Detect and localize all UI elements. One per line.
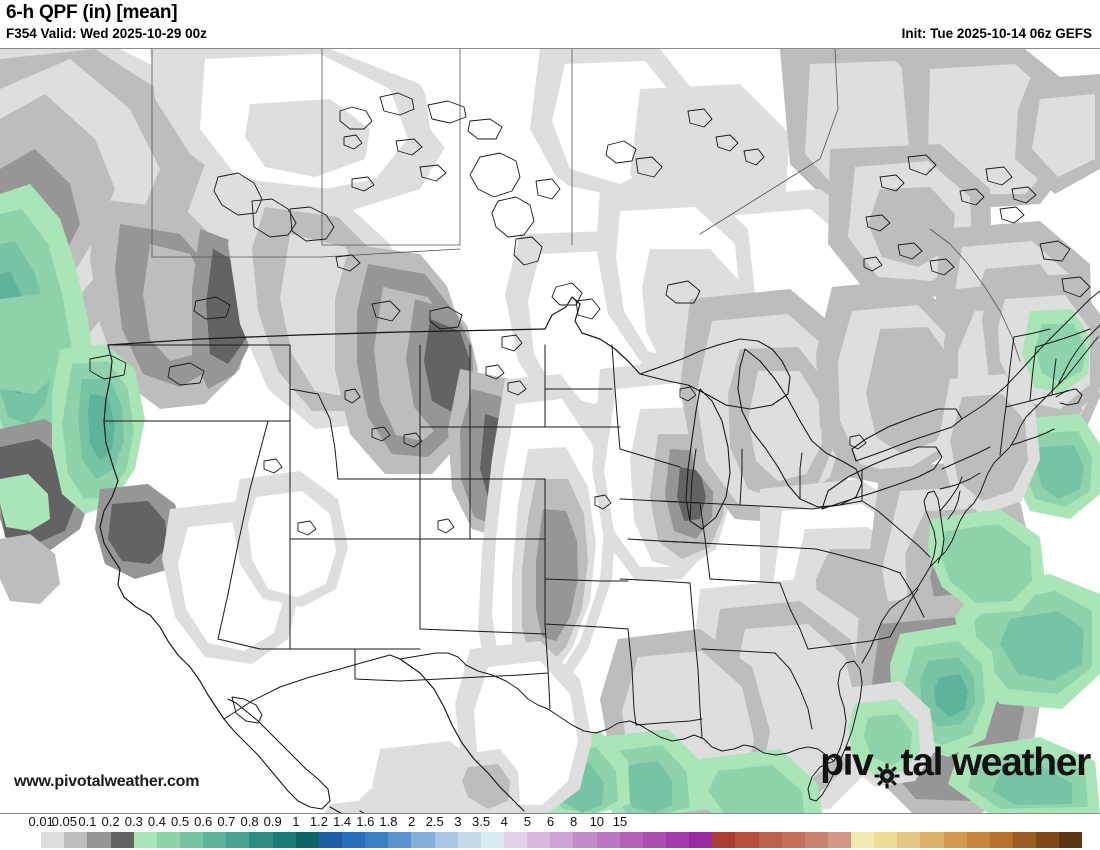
colorbar-swatch <box>989 832 1014 848</box>
colorbar-tick-label: 0.9 <box>263 814 282 829</box>
valid-time-label: F354 Valid: Wed 2025-10-29 00z <box>6 26 207 41</box>
colorbar-swatch <box>272 832 296 848</box>
qpf-atlantic-cells <box>835 509 1100 813</box>
colorbar-swatch <box>295 832 319 848</box>
colorbar-swatch <box>966 832 990 848</box>
gear-icon <box>874 755 900 789</box>
colorbar-swatch <box>133 832 157 848</box>
colorbar-swatch <box>110 832 134 848</box>
colorbar-tick-label: 4 <box>500 814 508 829</box>
brand-text-part1: piv <box>820 741 874 784</box>
colorbar-swatch <box>874 832 898 848</box>
colorbar-tick-label: 1.8 <box>379 814 398 829</box>
colorbar-tick-label: 1.6 <box>356 814 375 829</box>
site-url-watermark: www.pivotalweather.com <box>14 773 200 790</box>
colorbar-swatch <box>1059 832 1083 848</box>
colorbar-tick-label: 3.5 <box>471 814 491 829</box>
colorbar-tick-label: 2.5 <box>425 814 444 829</box>
colorbar-swatch <box>689 832 713 848</box>
brand-watermark: piv <box>820 741 1092 789</box>
colorbar-swatch <box>18 832 42 848</box>
qpf-band-southwest <box>162 471 348 664</box>
colorbar-tick-labels: 0.01 0.05 0.1 0.2 0.3 0.4 0.5 0.6 0.7 0.8 0.9 1 1.2 1… <box>0 814 1100 831</box>
colorbar-tick-label: 3 <box>454 814 462 829</box>
colorbar-swatch <box>156 832 180 848</box>
colorbar-swatch <box>665 832 690 848</box>
colorbar-tick-label: 0.05 <box>51 814 77 829</box>
brand-text-part2: tal weather <box>900 741 1092 784</box>
init-time-label: Init: Tue 2025-10-14 06z GEFS <box>901 26 1092 41</box>
colorbar-swatch <box>203 832 227 848</box>
colorbar-tick-label: 1.4 <box>333 814 352 829</box>
colorbar-swatch <box>897 832 921 848</box>
colorbar-swatch <box>503 832 528 848</box>
colorbar-tick-label: 0.8 <box>240 814 259 829</box>
colorbar-tick-label: 0.4 <box>147 814 166 829</box>
colorbar-tick-label: 10 <box>589 814 605 829</box>
colorbar-swatch <box>527 832 551 848</box>
colorbar-tick-label: 6 <box>546 814 555 829</box>
colorbar-swatch <box>550 832 574 848</box>
map-lakes-islands <box>89 92 1091 536</box>
colorbar-tick-label: 8 <box>570 814 578 829</box>
colorbar-tick-label: 0.2 <box>101 814 120 829</box>
qpf-band-mississippi <box>478 374 618 714</box>
colorbar-swatch <box>573 832 597 848</box>
colorbar-swatch <box>87 832 111 848</box>
colorbar-swatch <box>596 832 620 848</box>
colorbar-tick-label: 1 <box>292 814 300 829</box>
colorbar-swatch <box>388 832 412 848</box>
colorbar-swatch <box>920 832 944 848</box>
colorbar-tick-label: 0.7 <box>217 814 236 829</box>
colorbar-swatch <box>804 832 828 848</box>
colorbar[interactable]: 0.01 0.05 0.1 0.2 0.3 0.4 0.5 0.6 0.7 0.8 0.9 1 1.2 1… <box>0 814 1100 850</box>
qpf-band-mexico <box>325 745 520 813</box>
colorbar-swatch <box>341 832 366 848</box>
qpf-band-northeast <box>938 274 1100 519</box>
colorbar-swatch <box>318 832 342 848</box>
colorbar-swatch <box>365 832 389 848</box>
colorbar-swatch <box>1036 832 1060 848</box>
colorbar-swatch <box>434 832 458 848</box>
colorbar-tick-label: 0.1 <box>78 814 97 829</box>
map-boundaries <box>99 49 1100 813</box>
colorbar-swatch <box>619 832 643 848</box>
colorbar-swatch <box>758 832 782 848</box>
colorbar-swatch <box>457 832 481 848</box>
colorbar-tick-label: 1.2 <box>309 814 329 829</box>
colorbar-tick-label: 0.5 <box>171 814 190 829</box>
colorbar-tick-label: 0.01 <box>28 814 54 829</box>
map-canvas[interactable]: www.pivotalweather.com piv <box>0 48 1100 814</box>
colorbar-tick-label: 15 <box>612 814 628 829</box>
colorbar-tick-label: 5 <box>523 814 531 829</box>
qpf-band-california <box>52 344 185 579</box>
colorbar-swatch <box>735 832 759 848</box>
colorbar-tick-label: 0.3 <box>124 814 143 829</box>
colorbar-swatches <box>18 832 1083 848</box>
colorbar-swatch <box>249 832 273 848</box>
map-header: 6-h QPF (in) [mean] F354 Valid: Wed 2025… <box>0 0 1100 48</box>
colorbar-swatch <box>712 832 736 848</box>
colorbar-swatch <box>480 832 504 848</box>
colorbar-tick-label: 0.6 <box>194 814 213 829</box>
colorbar-tick-label: 2 <box>407 814 416 829</box>
colorbar-swatch <box>827 832 852 848</box>
colorbar-swatch <box>1013 832 1037 848</box>
colorbar-swatch <box>41 832 65 848</box>
colorbar-swatch <box>943 832 967 848</box>
colorbar-swatch <box>781 832 805 848</box>
qpf-contour-map <box>0 49 1100 813</box>
colorbar-swatch <box>851 832 875 848</box>
colorbar-swatch <box>226 832 250 848</box>
colorbar-swatch <box>64 832 88 848</box>
colorbar-swatch <box>642 832 666 848</box>
colorbar-swatch <box>179 832 204 848</box>
page-title: 6-h QPF (in) [mean] <box>6 2 178 23</box>
colorbar-swatch <box>411 832 435 848</box>
